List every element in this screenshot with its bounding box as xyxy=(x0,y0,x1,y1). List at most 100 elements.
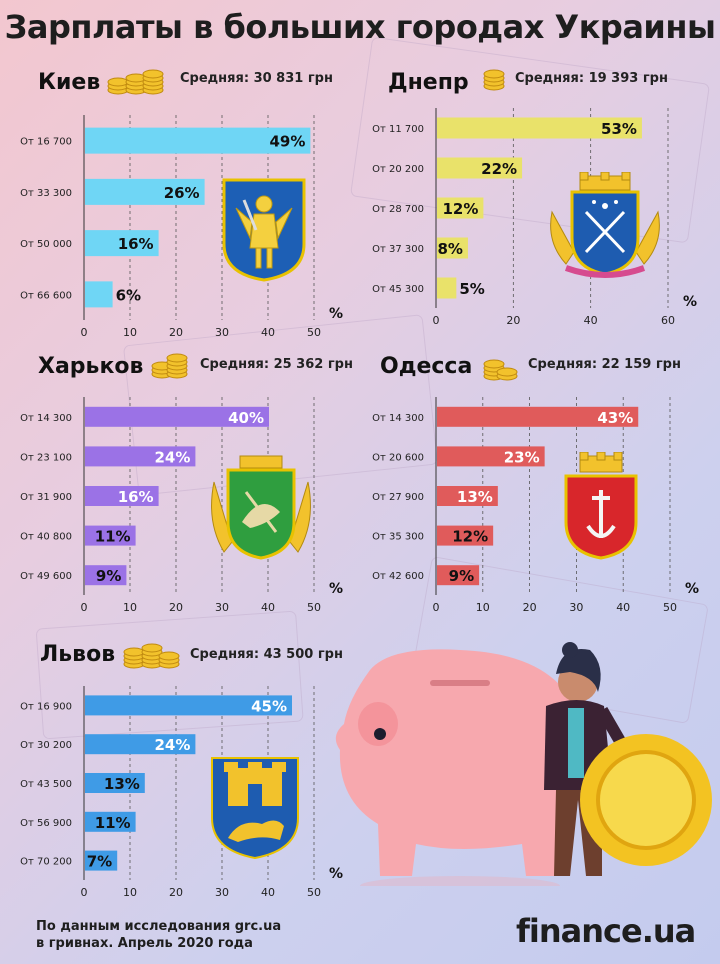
axis-unit-label: % xyxy=(683,294,697,310)
data-label: 9% xyxy=(449,567,474,585)
x-tick-label: 60 xyxy=(661,314,675,327)
category-label: От 27 900 xyxy=(372,492,424,503)
city-name-dnepr: Днепр xyxy=(388,70,469,95)
bar xyxy=(85,486,159,506)
data-label: 24% xyxy=(154,736,190,754)
coat-of-arms-kharkov-icon xyxy=(211,455,311,560)
average-salary-odessa: Средняя: 22 159 грн xyxy=(528,357,681,372)
city-name-lvov: Львов xyxy=(40,642,116,667)
piggy-bank-illustration xyxy=(335,642,712,886)
x-tick-label: 0 xyxy=(81,326,88,339)
page-title: Зарплаты в больших городах Украины xyxy=(4,8,716,46)
bar xyxy=(85,525,136,546)
source-line-1: По данным исследования grc.ua xyxy=(36,919,282,934)
coat-of-arms-kiev-icon xyxy=(222,178,306,282)
x-tick-label: 30 xyxy=(569,601,583,614)
axis-unit-label: % xyxy=(329,866,343,882)
average-salary-kharkov: Средняя: 25 362 грн xyxy=(200,357,353,372)
category-label: От 40 800 xyxy=(20,532,72,543)
bar xyxy=(437,117,642,139)
category-label: От 43 500 xyxy=(20,779,72,790)
x-tick-label: 40 xyxy=(261,886,275,899)
x-tick-label: 10 xyxy=(476,601,490,614)
data-label: 45% xyxy=(251,697,287,715)
data-label: 26% xyxy=(164,184,200,202)
x-tick-label: 40 xyxy=(616,601,630,614)
category-label: От 16 900 xyxy=(20,701,72,712)
coins-icon xyxy=(151,353,188,379)
bar xyxy=(437,565,480,586)
category-label: От 42 600 xyxy=(372,571,424,582)
category-label: От 33 300 xyxy=(20,188,72,199)
x-tick-label: 0 xyxy=(433,314,440,327)
x-tick-label: 50 xyxy=(307,601,321,614)
bar xyxy=(437,446,545,467)
x-tick-label: 0 xyxy=(81,601,88,614)
axis-unit-label: % xyxy=(685,581,699,597)
bar xyxy=(85,406,269,427)
x-tick-label: 20 xyxy=(169,601,183,614)
bar xyxy=(85,178,205,205)
average-salary-dnepr: Средняя: 19 393 грн xyxy=(515,71,668,86)
category-label: От 28 700 xyxy=(372,204,424,215)
axis-unit-label: % xyxy=(329,581,343,597)
x-tick-label: 30 xyxy=(215,886,229,899)
x-tick-label: 10 xyxy=(123,326,137,339)
source-note: По данным исследования grc.ua в гривнах.… xyxy=(36,918,281,952)
x-tick-label: 20 xyxy=(169,886,183,899)
coins-icon xyxy=(123,643,180,669)
bar xyxy=(85,811,136,832)
category-label: От 23 100 xyxy=(20,452,72,463)
bar xyxy=(85,734,196,755)
category-label: От 14 300 xyxy=(20,413,72,424)
data-label: 40% xyxy=(228,409,264,427)
bar xyxy=(85,565,127,586)
data-label: 12% xyxy=(452,528,488,546)
coat-of-arms-dnepr-icon xyxy=(550,172,660,278)
category-label: От 16 700 xyxy=(20,137,72,148)
data-label: 13% xyxy=(104,775,140,793)
x-tick-label: 40 xyxy=(584,314,598,327)
axis-unit-label: % xyxy=(329,306,343,322)
category-label: От 30 200 xyxy=(20,740,72,751)
category-label: От 66 600 xyxy=(20,290,72,301)
bar xyxy=(85,695,292,716)
x-tick-label: 40 xyxy=(261,601,275,614)
bar xyxy=(437,525,494,546)
x-tick-label: 10 xyxy=(123,601,137,614)
category-label: От 56 900 xyxy=(20,818,72,829)
data-label: 9% xyxy=(96,567,121,585)
x-tick-label: 20 xyxy=(169,326,183,339)
data-label: 53% xyxy=(601,120,637,138)
coins-icon xyxy=(483,359,518,381)
data-label: 13% xyxy=(457,488,493,506)
data-label: 16% xyxy=(118,488,154,506)
data-label: 5% xyxy=(459,280,484,298)
category-label: От 45 300 xyxy=(372,284,424,295)
bar xyxy=(85,127,311,154)
data-label: 11% xyxy=(95,528,131,546)
category-label: От 70 200 xyxy=(20,857,72,868)
source-line-2: в гривнах. Апрель 2020 года xyxy=(36,936,253,951)
x-tick-label: 20 xyxy=(506,314,520,327)
category-label: От 20 200 xyxy=(372,164,424,175)
average-salary-lvov: Средняя: 43 500 грн xyxy=(190,647,343,662)
coin-icon xyxy=(483,69,505,91)
category-label: От 37 300 xyxy=(372,244,424,255)
data-label: 43% xyxy=(597,409,633,427)
data-label: 12% xyxy=(442,200,478,218)
data-label: 23% xyxy=(504,448,540,466)
bar xyxy=(437,277,457,299)
x-tick-label: 0 xyxy=(433,601,440,614)
bar xyxy=(85,773,145,793)
x-tick-label: 50 xyxy=(663,601,677,614)
brand-logo[interactable]: finance.ua xyxy=(516,912,696,950)
bar xyxy=(85,281,113,308)
bar xyxy=(85,230,159,257)
coat-of-arms-odessa-icon xyxy=(564,452,638,560)
data-label: 7% xyxy=(87,853,112,871)
bar xyxy=(437,237,468,259)
